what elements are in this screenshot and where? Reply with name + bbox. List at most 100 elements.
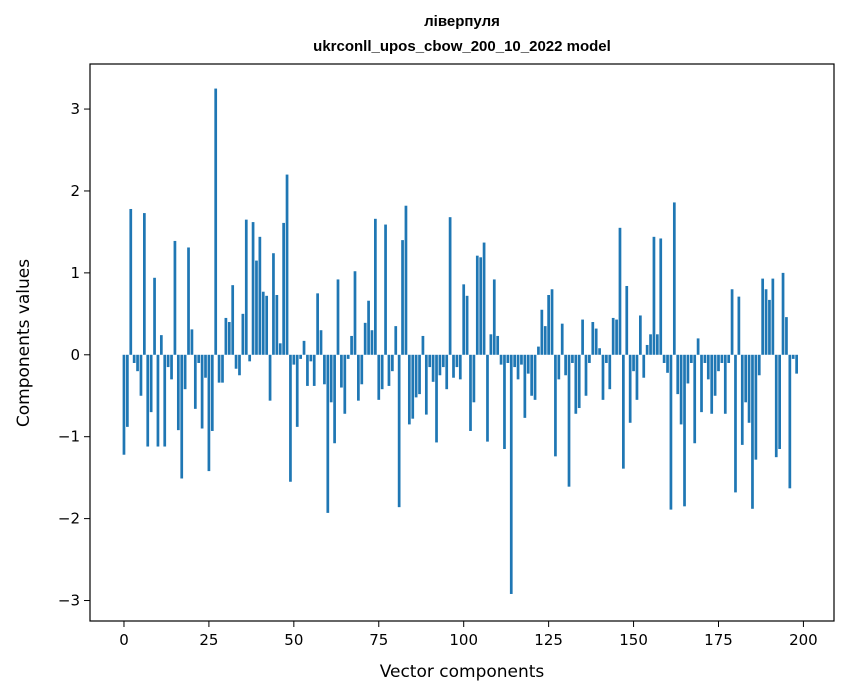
- bar-39: [255, 260, 258, 355]
- bar-162: [672, 202, 676, 355]
- bar-89: [424, 354, 428, 415]
- bar-84: [407, 354, 411, 425]
- bar-101: [465, 295, 469, 355]
- bar-169: [696, 338, 700, 355]
- bar-157: [655, 334, 659, 355]
- x-tick-label-75: 75: [369, 631, 388, 649]
- bar-85: [411, 354, 415, 419]
- bar-165: [683, 354, 686, 507]
- bar-92: [435, 354, 438, 443]
- bar-66: [346, 354, 350, 359]
- bar-198: [795, 354, 798, 374]
- bar-164: [679, 354, 683, 425]
- bar-20: [190, 329, 194, 355]
- bar-109: [492, 279, 496, 355]
- bar-68: [353, 271, 357, 355]
- bar-175: [717, 354, 720, 372]
- bar-11: [159, 335, 163, 355]
- bar-177: [723, 354, 727, 414]
- bar-93: [438, 354, 442, 376]
- bar-74: [374, 218, 377, 355]
- bar-185: [751, 354, 754, 509]
- bar-17: [180, 354, 184, 479]
- bar-128: [557, 354, 561, 380]
- bar-72: [367, 300, 370, 355]
- x-tick-label-175: 175: [704, 631, 733, 649]
- bar-37: [248, 354, 252, 362]
- bar-55: [309, 354, 313, 362]
- bar-142: [605, 354, 608, 363]
- bar-153: [642, 354, 646, 378]
- bar-125: [547, 294, 550, 355]
- bar-104: [475, 255, 479, 355]
- bar-47: [282, 222, 285, 355]
- bar-181: [737, 296, 741, 355]
- bar-100: [462, 284, 466, 355]
- bar-189: [764, 289, 768, 355]
- bar-21: [193, 354, 197, 409]
- bar-46: [278, 343, 282, 355]
- bar-191: [771, 278, 775, 355]
- bar-146: [618, 227, 622, 355]
- bar-196: [788, 354, 792, 489]
- bar-176: [720, 354, 724, 363]
- bar-38: [251, 222, 255, 355]
- bar-51: [295, 354, 299, 427]
- chart-subtitle: ukrconll_upos_cbow_200_10_2022 model: [313, 38, 611, 55]
- bar-144: [611, 317, 615, 355]
- bar-77: [384, 224, 387, 355]
- y-axis-label: Components values: [14, 259, 34, 427]
- bar-173: [710, 354, 714, 414]
- bar-54: [306, 354, 309, 386]
- bar-56: [312, 354, 316, 386]
- bar-31: [227, 322, 231, 355]
- bar-25: [207, 354, 211, 472]
- bar-59: [323, 354, 326, 385]
- bar-45: [275, 294, 279, 355]
- bar-114: [509, 354, 513, 594]
- x-tick-label-50: 50: [284, 631, 303, 649]
- bar-187: [757, 354, 761, 376]
- y-tick-label-1: 1: [70, 264, 80, 282]
- bar-26: [210, 354, 214, 431]
- bar-13: [166, 354, 170, 368]
- bar-129: [560, 323, 564, 355]
- bar-99: [458, 354, 462, 380]
- bar-183: [744, 354, 748, 403]
- bar-152: [639, 315, 642, 355]
- bar-160: [666, 354, 669, 373]
- bar-197: [791, 354, 795, 359]
- x-tick-label-100: 100: [449, 631, 478, 649]
- bar-42: [265, 295, 269, 355]
- bar-27: [214, 88, 218, 355]
- x-tick-label-25: 25: [199, 631, 218, 649]
- bar-34: [238, 354, 241, 376]
- bar-179: [730, 289, 734, 355]
- bar-1: [126, 354, 129, 427]
- bars-group: [122, 88, 798, 594]
- bar-29: [221, 354, 224, 383]
- bar-123: [540, 309, 544, 355]
- y-tick-label--1: −1: [58, 428, 80, 446]
- bar-102: [469, 354, 472, 431]
- bar-132: [571, 354, 574, 363]
- bar-28: [217, 354, 221, 383]
- bar-135: [581, 319, 584, 355]
- bar-120: [530, 354, 533, 396]
- bar-87: [418, 354, 421, 395]
- bar-103: [472, 354, 476, 403]
- bar-49: [289, 354, 292, 482]
- bar-131: [567, 354, 571, 487]
- bar-180: [734, 354, 737, 493]
- bar-7: [146, 354, 150, 447]
- bar-88: [421, 335, 425, 355]
- bar-184: [747, 354, 751, 423]
- bar-116: [516, 354, 520, 380]
- x-tick-label-150: 150: [619, 631, 648, 649]
- bar-62: [333, 354, 336, 444]
- bar-41: [261, 291, 265, 355]
- bar-52: [299, 354, 302, 359]
- bar-130: [564, 354, 567, 376]
- bar-32: [231, 285, 235, 355]
